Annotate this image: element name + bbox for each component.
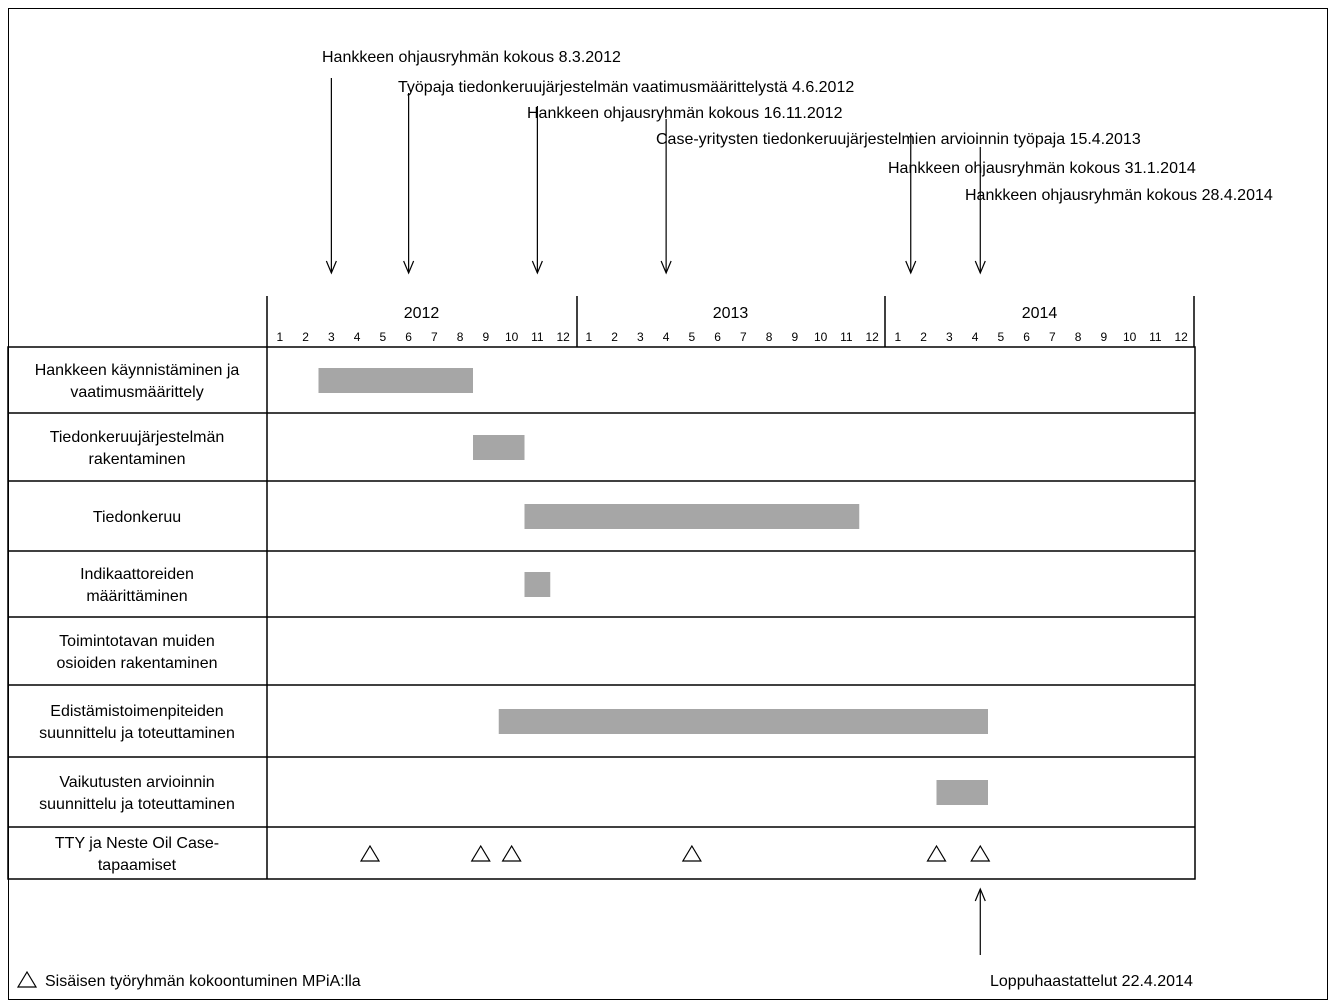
month-tick-label: 8 (457, 330, 464, 344)
meeting-marker (501, 844, 522, 862)
month-tick-label: 6 (714, 330, 721, 344)
milestone-arrowhead (660, 260, 672, 275)
month-tick-label: 6 (405, 330, 412, 344)
task-bar (498, 709, 988, 734)
month-tick-label: 11 (1149, 330, 1162, 344)
month-tick-label: 3 (946, 330, 953, 344)
month-tick-label: 2 (611, 330, 618, 344)
task-bar (936, 780, 988, 805)
month-tick-label: 2 (302, 330, 309, 344)
task-label: Hankkeen käynnistäminen ja (35, 362, 240, 379)
month-tick-label: 4 (972, 330, 979, 344)
task-label: Vaikutusten arvioinnin (59, 774, 214, 791)
task-label: Toimintotavan muiden (59, 633, 215, 650)
task-bar (524, 504, 860, 529)
meeting-marker (681, 844, 702, 862)
task-label: Edistämistoimenpiteiden (50, 703, 223, 720)
month-tick-label: 7 (431, 330, 438, 344)
month-tick-label: 2 (920, 330, 927, 344)
month-tick-label: 1 (586, 330, 593, 344)
month-tick-label: 10 (505, 330, 519, 344)
task-label: Tiedonkeruu (93, 509, 181, 526)
task-bar (318, 368, 473, 393)
task-label: rakentaminen (89, 451, 186, 468)
month-tick-label: 8 (1075, 330, 1082, 344)
meeting-marker (359, 844, 381, 862)
task-label: Tiedonkeruujärjestelmän (50, 429, 225, 446)
task-label: osioiden rakentaminen (57, 655, 218, 672)
meeting-marker (970, 844, 991, 862)
month-tick-label: 9 (483, 330, 490, 344)
year-label: 2013 (713, 305, 749, 322)
month-tick-label: 10 (1123, 330, 1137, 344)
month-tick-label: 12 (1174, 330, 1188, 344)
task-label: TTY ja Neste Oil Case- (55, 835, 219, 852)
year-label: 2014 (1022, 305, 1058, 322)
month-tick-label: 12 (865, 330, 879, 344)
milestone-label: Hankkeen ohjausryhmän kokous 16.11.2012 (527, 105, 843, 122)
month-tick-label: 1 (277, 330, 284, 344)
month-tick-label: 11 (531, 330, 544, 344)
milestone-arrowhead (974, 260, 986, 275)
month-tick-label: 11 (840, 330, 853, 344)
month-tick-label: 3 (637, 330, 644, 344)
milestone-label: Case-yritysten tiedonkeruujärjestelmien … (656, 131, 1141, 148)
month-tick-label: 6 (1023, 330, 1030, 344)
task-label: Indikaattoreiden (80, 566, 194, 583)
milestone-label: Hankkeen ohjausryhmän kokous 28.4.2014 (965, 187, 1273, 204)
task-label: tapaamiset (98, 857, 177, 874)
month-tick-label: 12 (556, 330, 570, 344)
month-tick-label: 8 (766, 330, 773, 344)
milestone-arrowhead (531, 260, 543, 275)
month-tick-label: 5 (689, 330, 696, 344)
month-tick-label: 5 (998, 330, 1005, 344)
task-label: suunnittelu ja toteuttaminen (39, 725, 235, 742)
legend-text: Sisäisen työryhmän kokoontuminen MPiA:ll… (45, 973, 361, 990)
final-event-arrowhead (974, 887, 986, 902)
milestone-label: Työpaja tiedonkeruujärjestelmän vaatimus… (398, 79, 854, 96)
month-tick-label: 7 (1049, 330, 1056, 344)
meeting-marker (470, 844, 491, 862)
month-tick-label: 3 (328, 330, 335, 344)
table-border (7, 346, 1196, 880)
milestone-label: Hankkeen ohjausryhmän kokous 31.1.2014 (888, 160, 1196, 177)
task-bar (524, 572, 551, 597)
milestone-arrowhead (905, 260, 917, 275)
legend-symbol (16, 970, 38, 988)
task-label: suunnittelu ja toteuttaminen (39, 796, 235, 813)
month-tick-label: 9 (792, 330, 799, 344)
task-label: määrittäminen (86, 588, 187, 605)
milestone-arrowhead (403, 260, 415, 275)
year-label: 2012 (404, 305, 440, 322)
month-tick-label: 5 (380, 330, 387, 344)
milestone-label: Hankkeen ohjausryhmän kokous 8.3.2012 (322, 49, 621, 66)
month-tick-label: 1 (895, 330, 902, 344)
month-tick-label: 9 (1101, 330, 1108, 344)
milestone-arrowhead (325, 260, 337, 275)
final-event-label: Loppuhaastattelut 22.4.2014 (990, 973, 1193, 990)
task-label: vaatimusmäärittely (70, 384, 203, 401)
month-tick-label: 7 (740, 330, 747, 344)
month-tick-label: 10 (814, 330, 828, 344)
month-tick-label: 4 (663, 330, 670, 344)
meeting-marker (926, 844, 947, 862)
month-tick-label: 4 (354, 330, 361, 344)
task-bar (473, 435, 525, 460)
